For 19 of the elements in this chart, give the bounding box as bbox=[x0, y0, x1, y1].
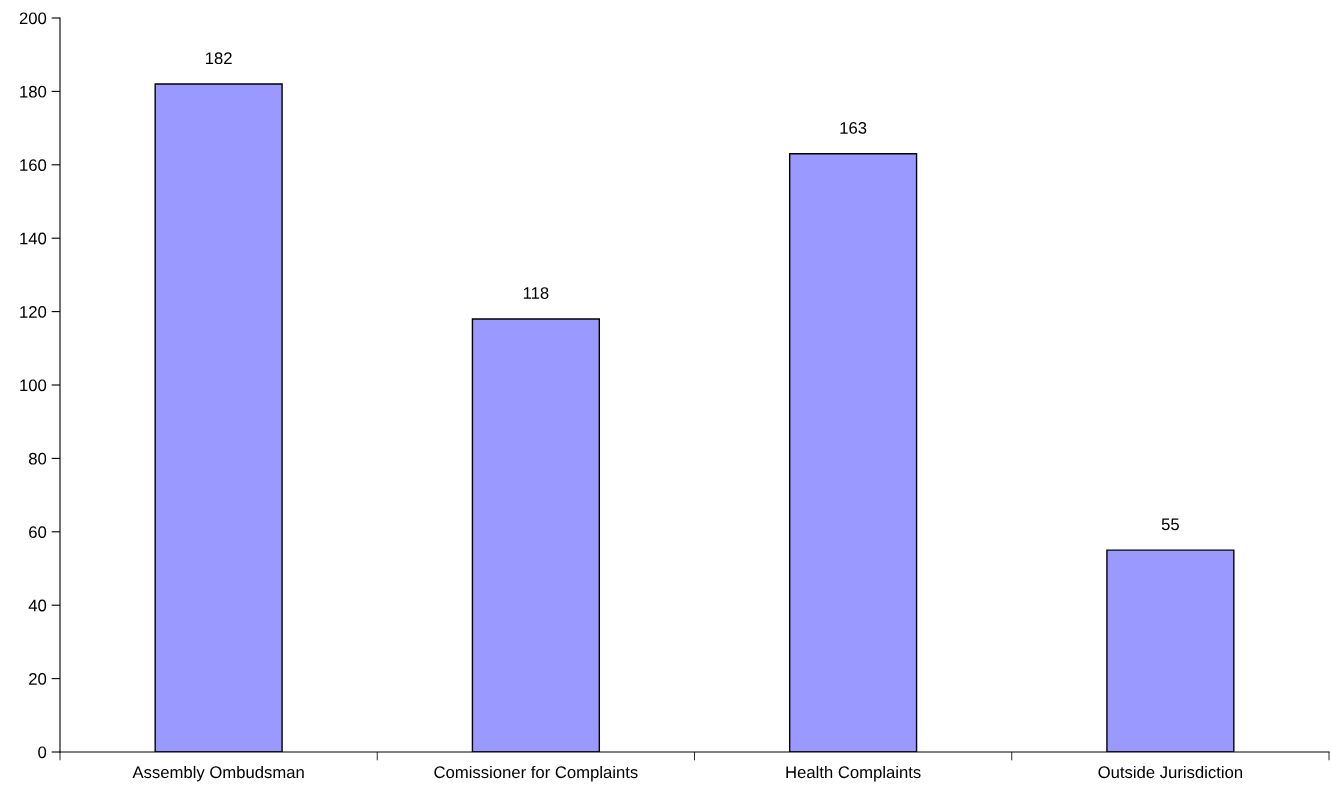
y-tick-label: 100 bbox=[20, 379, 47, 392]
y-tick-label: 200 bbox=[19, 12, 47, 25]
y-tick-label: 140 bbox=[20, 232, 47, 245]
y-tick-label: 60 bbox=[29, 526, 47, 538]
data-label: 118 bbox=[523, 287, 549, 299]
y-tick-label: 80 bbox=[28, 452, 47, 465]
x-tick-label: Comissioner for Complaints bbox=[434, 765, 638, 782]
y-tick-label: 120 bbox=[20, 306, 47, 318]
y-tick-label: 180 bbox=[20, 85, 47, 98]
x-tick-label: Outside Jurisdiction bbox=[1098, 765, 1243, 779]
x-tick-label: Assembly Ombudsman bbox=[132, 765, 304, 782]
y-tick-label: 160 bbox=[20, 159, 47, 171]
data-label: 163 bbox=[840, 122, 867, 134]
y-tick-label: 20 bbox=[29, 673, 47, 685]
data-label: 55 bbox=[1161, 518, 1179, 531]
x-tick-label: Health Complaints bbox=[786, 765, 921, 782]
data-label: 182 bbox=[205, 52, 232, 65]
y-tick-label: 40 bbox=[28, 599, 47, 612]
y-tick-label: 0 bbox=[38, 746, 47, 759]
